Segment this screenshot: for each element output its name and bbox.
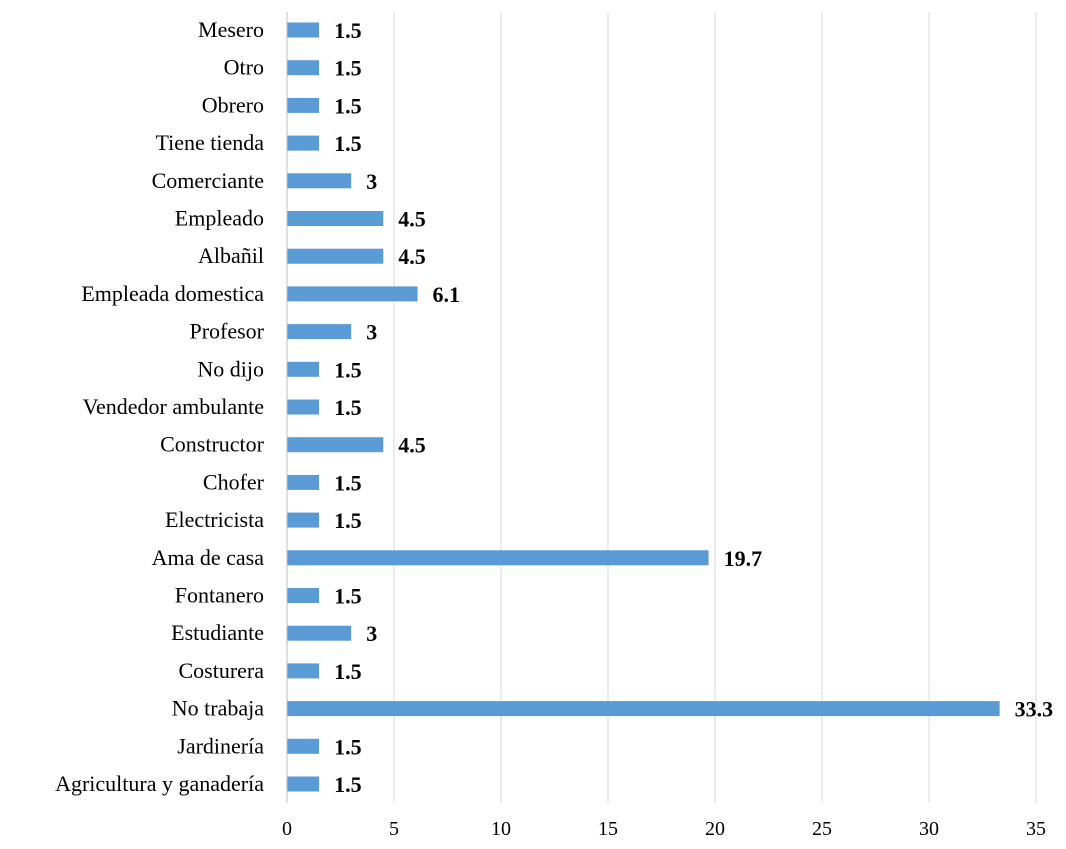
data-label: 19.7 <box>724 546 763 571</box>
category-label: Chofer <box>203 469 265 494</box>
data-label: 1.5 <box>334 584 362 609</box>
bar <box>287 211 384 226</box>
data-label: 4.5 <box>398 207 426 232</box>
x-tick-label: 20 <box>705 818 725 840</box>
data-label: 1.5 <box>334 734 362 759</box>
category-label: Costurera <box>178 658 264 683</box>
data-label: 1.5 <box>334 772 362 797</box>
data-label: 1.5 <box>334 93 362 118</box>
category-label: Albañil <box>198 243 264 268</box>
bar <box>287 324 352 340</box>
category-label: Agricultura y ganadería <box>55 771 264 796</box>
bar <box>287 97 320 113</box>
bar <box>287 588 320 603</box>
category-label: Fontanero <box>175 583 264 608</box>
x-tick-label: 30 <box>919 818 939 840</box>
bar <box>287 738 320 754</box>
gridlines <box>393 12 1037 803</box>
x-tick-label: 35 <box>1026 818 1046 840</box>
category-label: Empleada domestica <box>81 281 264 306</box>
bar <box>287 625 352 641</box>
bar <box>287 248 384 264</box>
data-label: 1.5 <box>334 56 362 81</box>
data-label: 4.5 <box>398 433 426 458</box>
data-label: 1.5 <box>334 659 362 684</box>
category-label: No trabaja <box>172 696 264 721</box>
category-label: Mesero <box>198 17 264 42</box>
data-label: 1.5 <box>334 508 362 533</box>
data-label: 3 <box>366 169 377 194</box>
bar <box>287 776 320 792</box>
category-label: Empleado <box>175 206 264 231</box>
data-label: 6.1 <box>433 282 461 307</box>
category-label: Vendedor ambulante <box>83 394 264 419</box>
data-label: 1.5 <box>334 357 362 382</box>
data-label: 1.5 <box>334 131 362 156</box>
category-label: No dijo <box>197 356 264 381</box>
bar <box>287 550 709 566</box>
bar <box>287 512 320 528</box>
category-label: Obrero <box>202 92 264 117</box>
bar <box>287 399 320 415</box>
category-label: Otro <box>224 55 264 80</box>
category-label: Profesor <box>189 319 264 344</box>
category-label: Jardinería <box>177 733 264 758</box>
x-tick-label: 15 <box>598 818 618 840</box>
category-label: Constructor <box>160 432 265 457</box>
bar <box>287 60 320 76</box>
data-label: 4.5 <box>398 244 426 269</box>
bar <box>287 135 320 151</box>
x-tick-label: 10 <box>491 818 511 840</box>
bar <box>287 286 418 302</box>
data-label: 1.5 <box>334 18 362 43</box>
bar <box>287 361 320 377</box>
data-label: 3 <box>366 621 377 646</box>
x-tick-label: 0 <box>282 818 292 840</box>
category-label: Electricista <box>165 507 264 532</box>
data-label: 1.5 <box>334 470 362 495</box>
labels: 0 5 10 15 20 25 30 35 Mesero 1.5 Otro 1.5 Obrero 1.5 T… <box>55 17 1053 840</box>
data-label: 1.5 <box>334 395 362 420</box>
bar <box>287 663 320 679</box>
category-label: Estudiante <box>171 620 264 645</box>
category-label: Comerciante <box>152 168 264 193</box>
bar <box>287 437 384 453</box>
bar <box>287 22 320 38</box>
category-label: Tiene tienda <box>155 130 264 155</box>
data-label: 3 <box>366 320 377 345</box>
category-label: Ama de casa <box>152 545 265 570</box>
bar <box>287 173 352 189</box>
bars <box>287 22 1000 792</box>
x-tick-label: 5 <box>389 818 399 840</box>
bar <box>287 474 320 490</box>
bar <box>287 701 1000 717</box>
x-tick-label: 25 <box>812 818 832 840</box>
data-label: 33.3 <box>1015 697 1054 722</box>
